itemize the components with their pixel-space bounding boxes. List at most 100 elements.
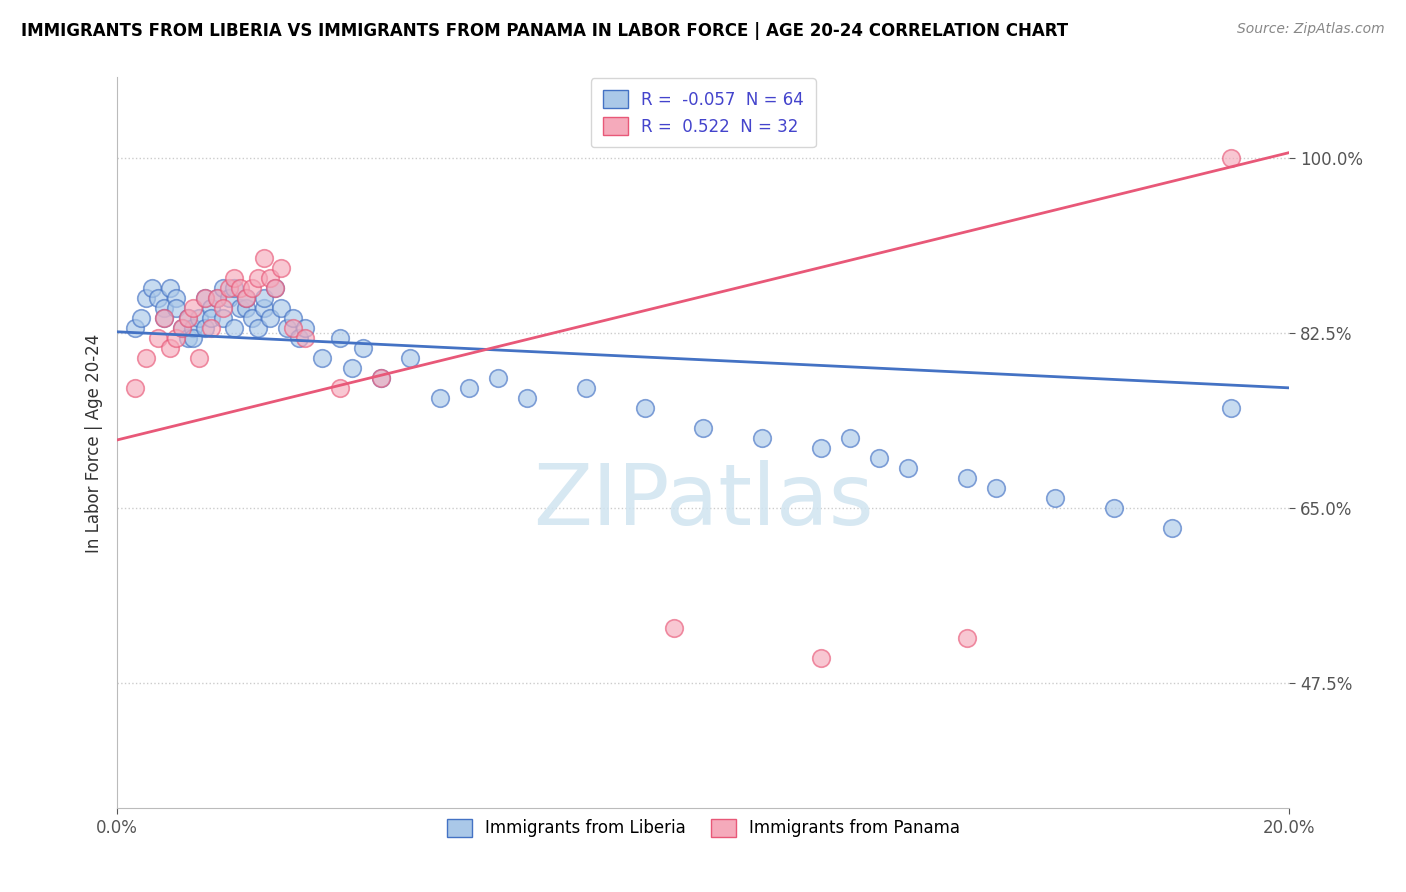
Point bbox=[956, 631, 979, 645]
Point bbox=[153, 310, 176, 325]
Point bbox=[281, 310, 304, 325]
Point bbox=[311, 351, 333, 365]
Point bbox=[183, 320, 205, 334]
Point bbox=[838, 431, 860, 445]
Point bbox=[259, 310, 281, 325]
Point bbox=[986, 481, 1008, 495]
Point bbox=[370, 371, 392, 385]
Point bbox=[276, 320, 298, 334]
Text: IMMIGRANTS FROM LIBERIA VS IMMIGRANTS FROM PANAMA IN LABOR FORCE | AGE 20-24 COR: IMMIGRANTS FROM LIBERIA VS IMMIGRANTS FR… bbox=[21, 22, 1069, 40]
Point bbox=[165, 301, 187, 315]
Point bbox=[240, 281, 263, 295]
Point bbox=[246, 270, 269, 285]
Point bbox=[218, 281, 240, 295]
Point bbox=[634, 401, 657, 415]
Point bbox=[124, 320, 146, 334]
Text: ZIPatlas: ZIPatlas bbox=[533, 460, 873, 543]
Point bbox=[281, 320, 304, 334]
Point bbox=[165, 291, 187, 305]
Point bbox=[288, 331, 311, 345]
Point bbox=[183, 331, 205, 345]
Point bbox=[129, 310, 152, 325]
Point bbox=[516, 391, 538, 405]
Point bbox=[229, 281, 252, 295]
Point bbox=[153, 310, 176, 325]
Point bbox=[211, 310, 233, 325]
Point bbox=[897, 461, 920, 475]
Point bbox=[235, 291, 257, 305]
Y-axis label: In Labor Force | Age 20-24: In Labor Force | Age 20-24 bbox=[86, 334, 103, 552]
Point bbox=[329, 381, 352, 395]
Point bbox=[868, 450, 890, 465]
Point bbox=[429, 391, 451, 405]
Point bbox=[170, 320, 193, 334]
Point bbox=[153, 301, 176, 315]
Point bbox=[141, 281, 163, 295]
Point bbox=[176, 310, 198, 325]
Point bbox=[148, 331, 170, 345]
Point bbox=[135, 351, 157, 365]
Point bbox=[235, 291, 257, 305]
Point bbox=[194, 291, 217, 305]
Point bbox=[188, 310, 211, 325]
Point bbox=[751, 431, 773, 445]
Point bbox=[329, 331, 352, 345]
Point bbox=[270, 260, 292, 275]
Point bbox=[1219, 151, 1241, 165]
Legend: Immigrants from Liberia, Immigrants from Panama: Immigrants from Liberia, Immigrants from… bbox=[440, 812, 967, 844]
Point bbox=[211, 301, 233, 315]
Point bbox=[1043, 491, 1066, 505]
Point bbox=[205, 291, 228, 305]
Point bbox=[810, 441, 832, 455]
Point bbox=[218, 291, 240, 305]
Point bbox=[159, 341, 181, 355]
Point bbox=[370, 371, 392, 385]
Point bbox=[176, 331, 198, 345]
Point bbox=[486, 371, 509, 385]
Point bbox=[211, 281, 233, 295]
Point bbox=[194, 291, 217, 305]
Point bbox=[200, 310, 222, 325]
Point bbox=[170, 320, 193, 334]
Point bbox=[810, 651, 832, 665]
Point bbox=[340, 360, 363, 375]
Point bbox=[253, 291, 276, 305]
Point bbox=[194, 320, 217, 334]
Point bbox=[205, 291, 228, 305]
Point bbox=[159, 281, 181, 295]
Point bbox=[229, 301, 252, 315]
Point bbox=[264, 281, 287, 295]
Point bbox=[165, 331, 187, 345]
Point bbox=[235, 301, 257, 315]
Point bbox=[259, 270, 281, 285]
Point bbox=[1161, 521, 1184, 535]
Point bbox=[135, 291, 157, 305]
Text: Source: ZipAtlas.com: Source: ZipAtlas.com bbox=[1237, 22, 1385, 37]
Point bbox=[575, 381, 598, 395]
Point bbox=[176, 310, 198, 325]
Point bbox=[399, 351, 422, 365]
Point bbox=[240, 310, 263, 325]
Point bbox=[457, 381, 479, 395]
Point bbox=[692, 421, 714, 435]
Point bbox=[1102, 501, 1125, 516]
Point bbox=[124, 381, 146, 395]
Point bbox=[224, 320, 246, 334]
Point bbox=[246, 320, 269, 334]
Point bbox=[200, 320, 222, 334]
Point bbox=[224, 270, 246, 285]
Point bbox=[224, 281, 246, 295]
Point bbox=[956, 471, 979, 485]
Point bbox=[183, 301, 205, 315]
Point bbox=[200, 301, 222, 315]
Point bbox=[253, 301, 276, 315]
Point bbox=[662, 621, 685, 635]
Point bbox=[294, 331, 316, 345]
Point bbox=[253, 251, 276, 265]
Point bbox=[188, 351, 211, 365]
Point bbox=[352, 341, 374, 355]
Point bbox=[270, 301, 292, 315]
Point bbox=[1219, 401, 1241, 415]
Point bbox=[148, 291, 170, 305]
Point bbox=[264, 281, 287, 295]
